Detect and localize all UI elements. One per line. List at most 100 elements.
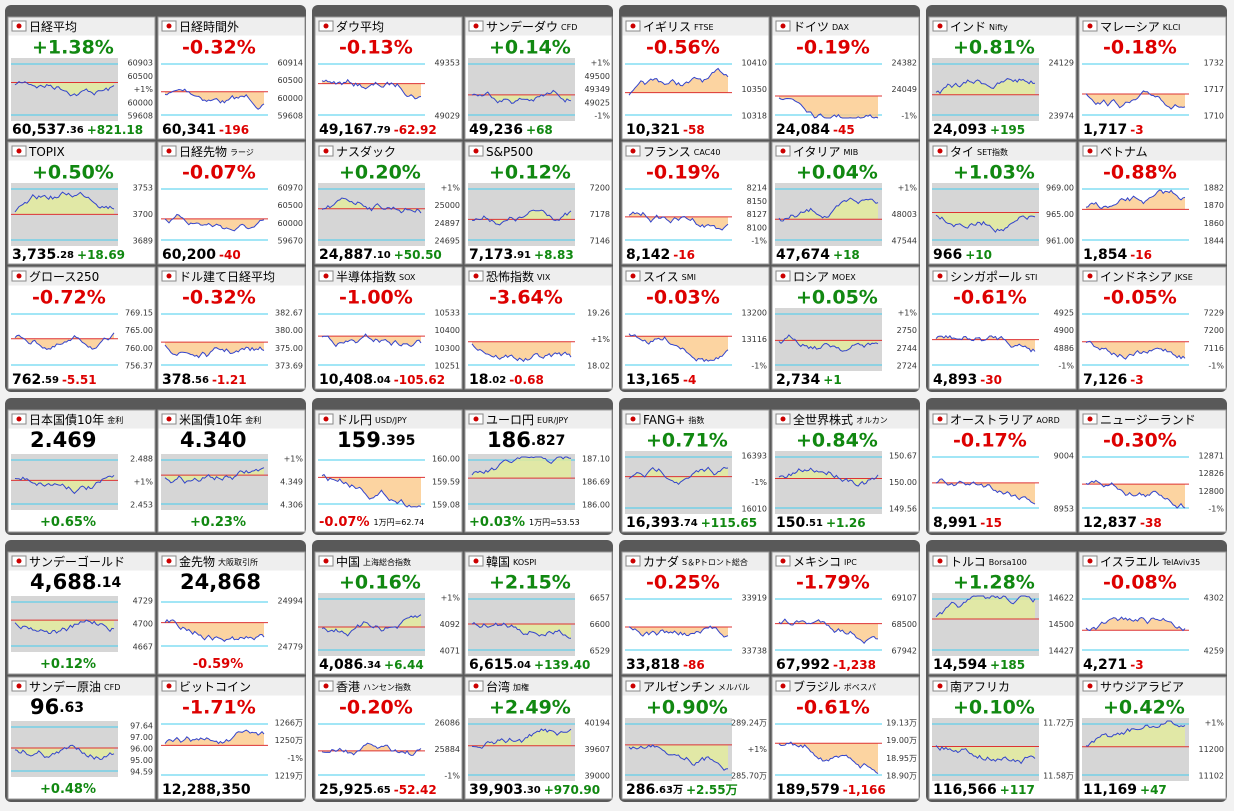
sub: 金利 [107, 415, 123, 425]
price-int: 60,537 [12, 122, 66, 138]
sparkline [778, 197, 879, 222]
axis-label: 97.00 [130, 733, 153, 742]
price-int: 49,167 [319, 122, 373, 138]
change: -0.59% [193, 657, 244, 672]
change: +1.28% [953, 572, 1035, 594]
change: -0.61% [796, 697, 870, 719]
flag-mark [937, 683, 943, 689]
price: 1,854 -16 [1083, 247, 1152, 263]
sparkline [628, 466, 729, 486]
price-dec: .34 [363, 660, 381, 671]
name: 中国 [336, 554, 360, 569]
axis-label: 961.00 [1046, 237, 1074, 246]
axis-label: +1% [134, 478, 154, 487]
diff: -3 [1130, 658, 1143, 672]
sub: VIX [537, 273, 551, 282]
tile-header [929, 552, 1076, 571]
axis-label: 14500 [1049, 620, 1074, 629]
name: ベトナム [1100, 145, 1148, 159]
name: ユーロ円 [486, 413, 534, 427]
price-dec: .74 [680, 518, 698, 529]
tile-header [8, 552, 155, 571]
name: ナスダック [336, 144, 396, 159]
price-int: 4,688 [30, 570, 96, 594]
axis-label: 25884 [435, 745, 460, 754]
sub: オルカン [856, 416, 888, 425]
sparkline-area [472, 457, 571, 479]
price-int: 3,735 [12, 247, 56, 263]
name: 日経時間外 [179, 20, 239, 34]
axis-label: 9004 [1054, 452, 1074, 461]
tile-title: ダウ平均 [336, 19, 384, 34]
sparkline-area [779, 619, 878, 644]
flag-mark [16, 683, 22, 689]
tile-title: ナスダック [336, 144, 396, 159]
sparkline [628, 333, 729, 363]
sparkline [778, 618, 879, 644]
axis-label: 289.24万 [731, 719, 767, 728]
price-dec: .14 [96, 575, 121, 591]
price-dec: .59 [41, 375, 59, 386]
sub: MOEX [832, 273, 856, 282]
axis-label: 12826 [1199, 469, 1224, 478]
diff: +970.90 [544, 783, 600, 797]
sparkline [164, 213, 265, 232]
tile-header [315, 142, 462, 161]
change-pct: +0.23% [190, 515, 246, 530]
change-pct: +0.65% [40, 515, 96, 530]
axis-label: 3689 [133, 237, 153, 246]
price-int: 4,893 [933, 372, 977, 388]
axis-label: 60500 [128, 72, 153, 81]
tile: 日本国債10年 金利 2.488 +1% 2.453 2.469 +0.65% [7, 409, 156, 533]
tile-header [772, 17, 919, 36]
axis-label: 23974 [1049, 112, 1074, 121]
axis-label: 2750 [897, 326, 917, 335]
price: 24,084 -45 [776, 122, 855, 138]
tile-title: ブラジル ボベスパ [793, 679, 876, 694]
name: サウジアラビア [1100, 680, 1184, 694]
chart-bg [468, 58, 575, 121]
name: 日経先物 [179, 145, 227, 159]
axis-label: 1870 [1204, 201, 1224, 210]
flag-mark [1087, 23, 1093, 29]
axis-label: 11.72万 [1043, 719, 1074, 728]
tile: ダウ平均 49353 49029 -0.13% 49,167.79 -62.92 [314, 16, 463, 140]
price-int: 116,566 [933, 782, 997, 798]
tile: ユーロ円 EUR/JPY 187.10 186.69 186.00 186.827 +0.0… [464, 409, 613, 533]
price: 49,236 +68 [469, 122, 553, 138]
axis-label: 1250万 [275, 736, 303, 745]
flag-mark [166, 273, 172, 279]
axis-label: 4900 [1054, 326, 1074, 335]
axis-label: -1% [287, 754, 303, 763]
sparkline-area [936, 596, 1035, 620]
sub: S＆Pトロント総合 [682, 557, 748, 567]
price-int: 96 [30, 695, 59, 719]
diff: +821.18 [87, 123, 143, 137]
price: 378.56 -1.21 [162, 372, 247, 388]
price: 8,142 -16 [626, 247, 695, 263]
sparkline-area [936, 78, 1035, 95]
tile-header [158, 677, 305, 696]
flag-mark [630, 558, 636, 564]
sparkline [1085, 479, 1186, 509]
flag-mark [780, 683, 786, 689]
flag-mark [166, 558, 172, 564]
price-int: 14,594 [933, 657, 987, 673]
tile: サンデーゴールド 4729 4700 4667 4,688.14 +0.12% [7, 551, 156, 675]
tile-title: 韓国 KOSPI [486, 555, 536, 569]
tile: サンデーダウ CFD +1% 49500 49349 49025 -1% +0.14% 49,2… [464, 16, 613, 140]
tile-title: シンガポール STI [950, 270, 1037, 284]
axis-label: 11200 [1199, 745, 1224, 754]
name: タイ [950, 145, 974, 159]
tile: ドル建て日経平均 382.67 380.00 375.00 373.69 -0.32% 37… [157, 266, 306, 390]
tile: ビットコイン 1266万 1250万 -1% 1219万 -1.71% 12,288,350 [157, 676, 306, 800]
axis-label: 49349 [585, 85, 610, 94]
sparkline-area [1086, 341, 1185, 360]
axis-label: 13116 [742, 335, 767, 344]
sub: STI [1025, 273, 1037, 282]
diff: -62.92 [394, 123, 437, 137]
sparkline [1085, 90, 1186, 110]
change: +1.03% [953, 162, 1035, 184]
flag-mark [473, 23, 479, 29]
axis-label: 24897 [435, 219, 460, 228]
